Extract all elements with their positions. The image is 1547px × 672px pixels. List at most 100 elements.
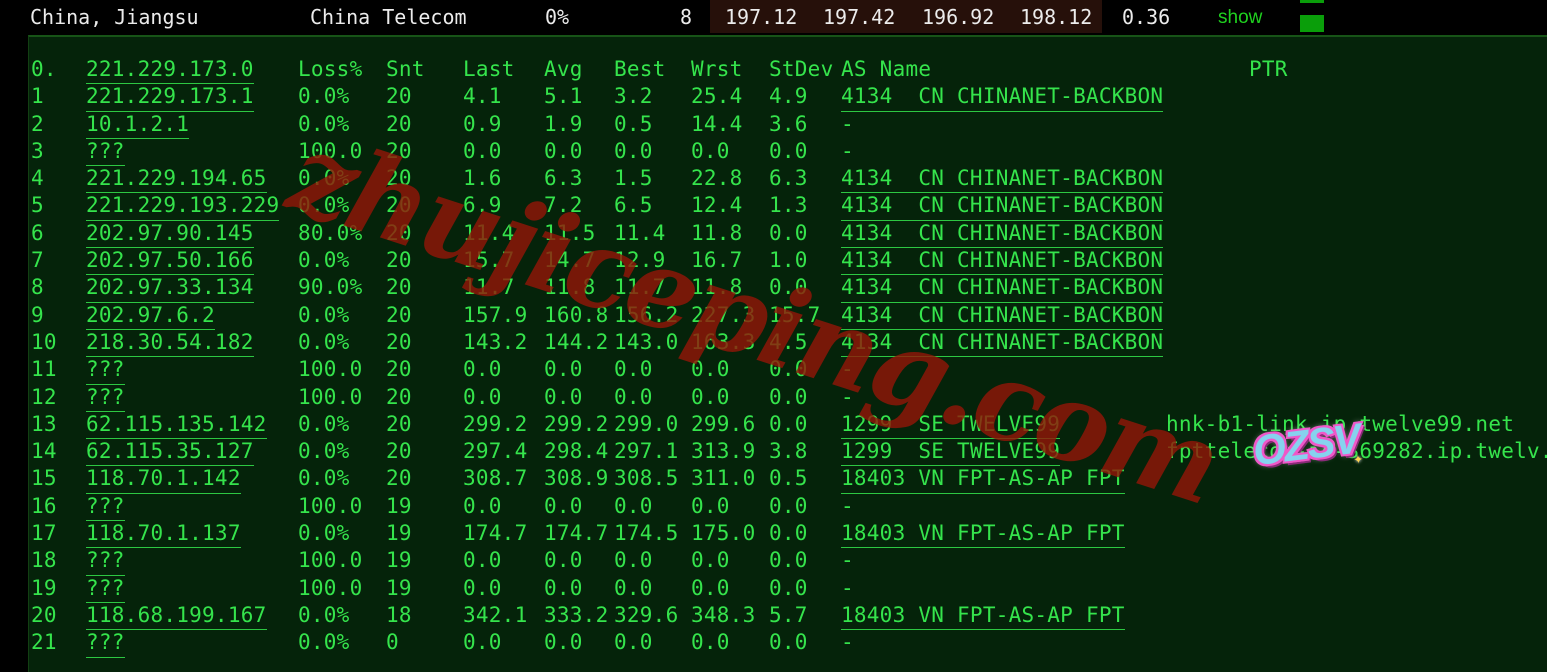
cell-loss: 0.0% [298,329,350,354]
cell-best: 0.0 [614,630,653,655]
cell-loss: 0.0% [298,630,350,655]
cell-last: 0.0 [463,630,502,655]
cell-stdev: 0.0 [769,138,808,163]
cell-host[interactable]: 218.30.54.182 [86,329,254,358]
cell-snt: 18 [386,602,412,627]
cell-wrst: 0.0 [691,357,730,382]
cell-host[interactable]: ??? [86,575,125,603]
status-square-partial [1300,0,1324,3]
cell-asn[interactable]: 18403 VN FPT-AS-AP FPT [841,465,1125,494]
cell-snt: 20 [386,411,412,436]
cell-hop: 6 [31,220,44,245]
cell-avg: 14.7 [544,248,596,273]
cell-last: 0.0 [463,357,502,382]
cell-hop: 14 [31,439,57,464]
cell-asn[interactable]: 4134 CN CHINANET-BACKBON [841,220,1164,249]
cell-snt: 19 [386,493,412,518]
cell-host[interactable]: 118.70.1.142 [86,465,241,494]
cell-last: 342.1 [463,602,528,627]
cell-host[interactable]: 62.115.135.142 [86,411,267,440]
cell-asn[interactable]: 4134 CN CHINANET-BACKBON [841,302,1164,330]
cell-host[interactable]: ??? [86,356,125,385]
cell-asn[interactable]: 4134 CN CHINANET-BACKBON [841,83,1164,112]
cell-stdev: 0.0 [769,411,808,436]
cell-host[interactable]: 221.229.193.229 [86,192,280,221]
table-row: 18??? 100.0 19 0.0 0.0 0.0 0.0 0.0 - [29,547,1547,576]
table-row: 13 62.115.135.142 0.0% 20 299.2 299.2 299.0 299… [29,411,1547,440]
cell-loss: 0.0% [298,166,350,191]
cell-asn[interactable]: 1299 SE TWELVE99 [841,438,1061,467]
latency-cell-highlight [710,0,1102,33]
cell-stdev: 0.0 [769,548,808,573]
cell-best: 11.4 [614,220,666,245]
cell-avg: 298.4 [544,439,609,464]
cell-host[interactable]: 221.229.194.65 [86,165,267,194]
cell-asn[interactable]: 18403 VN FPT-AS-AP FPT [841,520,1125,549]
cell-avg: 7.2 [544,193,583,218]
header-best: Best [614,57,666,81]
cell-host[interactable]: 62.115.35.127 [86,438,254,467]
cell-stdev: 0.0 [769,357,808,382]
show-link[interactable]: show [1218,7,1263,28]
cell-host[interactable]: ??? [86,629,125,658]
table-row: 2 10.1.2.1 0.0% 20 0.9 1.9 0.5 14.4 3.6 - [29,111,1547,139]
cell-last: 0.0 [463,575,502,600]
cell-best: 0.0 [614,138,653,163]
cell-host[interactable]: 10.1.2.1 [86,111,190,139]
cell-host[interactable]: 221.229.173.1 [86,83,254,112]
cell-hop: 20 [31,602,57,627]
cell-host[interactable]: 118.68.199.167 [86,602,267,631]
latency-value: 197.12 [725,5,798,29]
cell-avg: 308.9 [544,466,609,491]
cell-avg: 333.2 [544,602,609,627]
cell-stdev: 0.0 [769,493,808,518]
cell-host[interactable]: 202.97.33.134 [86,274,254,303]
cell-host[interactable]: 202.97.90.145 [86,220,254,249]
cell-best: 299.0 [614,411,679,436]
cell-stdev: 0.0 [769,384,808,409]
cell-host[interactable]: 202.97.6.2 [86,302,215,330]
cell-last: 297.4 [463,439,528,464]
cell-host[interactable]: ??? [86,493,125,522]
cell-asn[interactable]: 4134 CN CHINANET-BACKBON [841,165,1164,194]
cell-best: 0.0 [614,575,653,600]
cell-asn[interactable]: 18403 VN FPT-AS-AP FPT [841,602,1125,631]
cell-avg: 0.0 [544,575,583,600]
header-host-link[interactable]: 221.229.173.0 [86,56,254,85]
cell-wrst: 0.0 [691,630,730,655]
cell-loss: 0.0% [298,248,350,273]
cell-asn[interactable]: 4134 CN CHINANET-BACKBON [841,274,1164,303]
cell-host[interactable]: ??? [86,547,125,576]
cell-wrst: 348.3 [691,602,756,627]
cell-loss: 0.0% [298,411,350,436]
cell-host[interactable]: ??? [86,138,125,167]
cell-stdev: 4.5 [769,329,808,354]
cell-snt: 20 [386,466,412,491]
cell-loss: 100.0 [298,493,363,518]
cell-asn[interactable]: 4134 CN CHINANET-BACKBON [841,192,1164,221]
cell-hop: 4 [31,166,44,191]
cell-hop: 2 [31,111,44,136]
cell-host[interactable]: 118.70.1.137 [86,520,241,549]
cell-asn[interactable]: 4134 CN CHINANET-BACKBON [841,247,1164,276]
cell-hop: 9 [31,302,44,327]
cell-best: 6.5 [614,193,653,218]
table-row: 14 62.115.35.127 0.0% 20 297.4 298.4 297.1 313.… [29,438,1547,467]
cell-hop: 19 [31,575,57,600]
cell-asn[interactable]: 1299 SE TWELVE99 [841,411,1061,440]
cell-host[interactable]: ??? [86,384,125,412]
cell-best: 174.5 [614,521,679,546]
cell-host[interactable]: 202.97.50.166 [86,247,254,276]
cell-snt: 20 [386,248,412,273]
cell-avg: 0.0 [544,384,583,409]
summary-bar: China, Jiangsu China Telecom 0% 8 197.12… [0,0,1547,35]
cell-snt: 19 [386,548,412,573]
status-square-button[interactable] [1300,15,1324,32]
cell-snt: 19 [386,521,412,546]
cell-asn: - [841,357,854,382]
cell-hop: 5 [31,193,44,218]
cell-asn[interactable]: 4134 CN CHINANET-BACKBON [841,329,1164,358]
cell-best: 143.0 [614,329,679,354]
table-row: 15 118.70.1.142 0.0% 20 308.7 308.9 308.5 311.0… [29,465,1547,494]
table-row: 17 118.70.1.137 0.0% 19 174.7 174.7 174.5 175.0… [29,520,1547,549]
